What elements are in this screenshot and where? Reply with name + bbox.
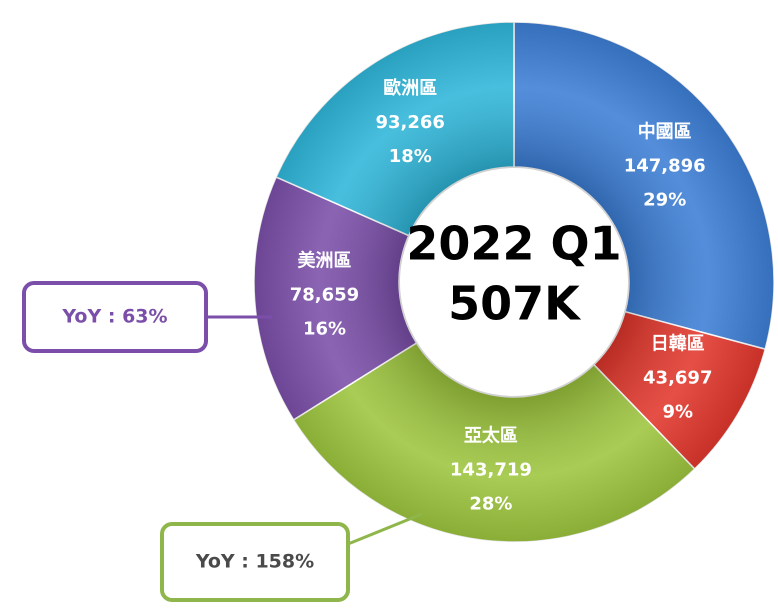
segment-percent: 29% [643, 189, 686, 210]
segment-value: 43,697 [643, 367, 712, 388]
center-total: 507K [448, 277, 582, 331]
callout-box [160, 522, 350, 602]
callout-text: YoY : 63% [61, 306, 167, 328]
donut-hole [400, 168, 628, 396]
segment-value: 143,719 [450, 460, 532, 481]
segment-category: 日韓區 [651, 332, 705, 354]
callout-line [347, 512, 423, 546]
segment-category: 亞太區 [464, 425, 518, 447]
segment-percent: 16% [303, 319, 346, 340]
segment-category: 歐洲區 [383, 77, 437, 99]
center-title: 2022 Q1 [406, 217, 621, 271]
callout-box [22, 281, 208, 353]
segment-category: 美洲區 [297, 250, 351, 272]
segment-category: 中國區 [638, 120, 692, 142]
segment-value: 147,896 [624, 155, 706, 176]
segment-percent: 9% [662, 401, 693, 422]
segment-percent: 18% [389, 146, 432, 167]
segment-value: 78,659 [290, 285, 359, 306]
segment-percent: 28% [469, 494, 512, 515]
segment-value: 93,266 [376, 112, 445, 133]
callout-text: YoY : 158% [195, 551, 314, 573]
